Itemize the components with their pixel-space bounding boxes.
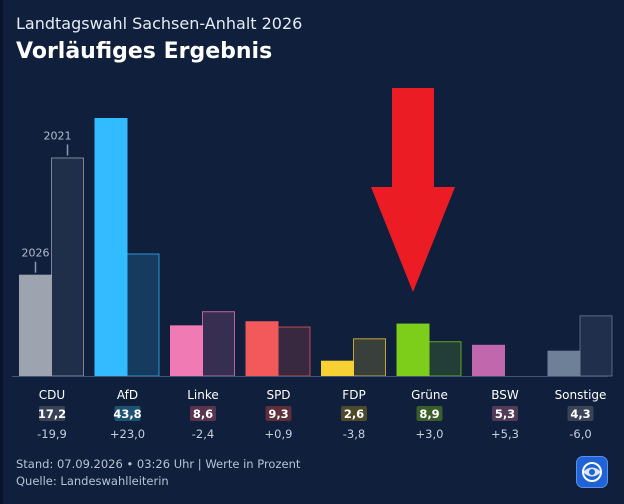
bar-2026-linke [170,325,203,376]
diff-label-fdp: -3,8 [343,427,365,441]
value-label-bsw: 5,3 [495,407,515,421]
value-badge-bsw [492,406,518,421]
bar-2021-linke [202,311,235,377]
bar-2026-fdp [321,360,354,376]
party-label-fdp: FDP [342,388,365,402]
chart-footer: Stand: 07.09.2026 • 03:26 Uhr | Werte in… [16,456,300,490]
bar-2021-sonstige [579,315,613,377]
annotation-2026-label: 2026 [22,247,50,260]
value-label-linke: 8,6 [193,407,213,421]
chart-title: Vorläufiges Ergebnis [16,39,273,64]
value-label-fdp: 2,6 [344,407,364,421]
bar-2021-spd [277,326,311,377]
bar-2021-fdp [353,338,386,377]
value-label-afd: 43,8 [113,407,141,421]
bar-2026-grüne [396,323,430,376]
value-badge-sonstige [567,406,594,421]
party-label-cdu: CDU [39,388,65,402]
bar-2026-afd [94,118,128,376]
value-badge-grüne [416,406,443,421]
party-label-grüne: Grüne [411,388,448,402]
bar-2026-bsw [472,344,505,376]
diff-label-linke: -2,4 [192,427,214,441]
left-edge [0,0,3,504]
tagesschau-logo-icon[interactable] [576,456,608,488]
party-label-spd: SPD [266,388,290,402]
bar-2026-cdu [19,274,52,376]
footer-stand: Stand: 07.09.2026 • 03:26 Uhr | Werte in… [16,457,301,471]
bar-2021-grüne [428,341,462,377]
red-arrow-icon [371,88,455,292]
diff-label-spd: +0,9 [265,427,293,441]
value-label-cdu: 17,2 [38,407,66,421]
value-label-spd: 9,3 [268,407,288,421]
value-badge-spd [265,406,292,421]
annotation-2021-label: 2021 [44,129,72,142]
diff-label-afd: +23,0 [110,427,145,441]
value-badge-cdu [39,406,65,421]
bar-2026-spd [245,321,279,376]
chart-supertitle: Landtagswahl Sachsen-Anhalt 2026 [16,14,303,33]
footer-source: Quelle: Landeswahlleiterin [16,474,169,488]
diff-label-grüne: +3,0 [416,427,444,441]
value-label-grüne: 8,9 [419,407,439,421]
party-label-afd: AfD [117,388,138,402]
party-label-linke: Linke [187,388,219,402]
diff-label-sonstige: -6,0 [569,427,591,441]
diff-label-bsw: +5,3 [491,427,519,441]
bar-2021-cdu [51,157,84,377]
value-badge-afd [114,406,141,421]
bar-2021-afd [126,253,160,377]
party-label-bsw: BSW [491,388,519,402]
diff-label-cdu: -19,9 [37,427,67,441]
party-label-sonstige: Sonstige [555,388,607,402]
value-label-sonstige: 4,3 [570,407,590,421]
bar-2026-sonstige [547,350,581,376]
value-badge-linke [190,406,216,421]
value-badge-fdp [341,406,367,421]
